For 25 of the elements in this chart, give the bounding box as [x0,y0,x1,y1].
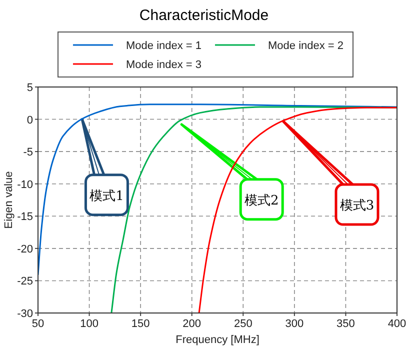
x-axis-title: Frequency [MHz] [176,334,260,346]
x-tick-label: 350 [336,318,355,330]
y-axis-title: Eigen value [3,171,15,229]
x-tick-label: 150 [131,318,150,330]
annotation: 模式2 [244,193,279,208]
chart-title: CharacteristicMode [139,7,269,24]
x-tick-label: 400 [388,318,406,330]
x-tick-label: 250 [234,318,252,330]
x-tick-label: 200 [182,318,202,330]
y-tick-label: -10 [17,178,33,191]
y-tick-label: -5 [23,146,33,159]
y-tick-label: -15 [17,211,33,224]
legend-label: Mode index = 2 [268,40,344,52]
y-tick-label: 5 [26,82,33,94]
legend-label: Mode index = 3 [126,59,202,71]
legend-label: Mode index = 1 [126,40,202,52]
x-tick-label: 300 [285,318,304,330]
y-tick-label: -30 [17,308,33,320]
y-tick-label: -25 [17,276,33,288]
y-tick-label: 0 [26,114,33,126]
annotation: 模式3 [340,198,374,214]
y-tick-label: -20 [17,243,33,256]
x-tick-label: 50 [32,318,44,330]
x-tick-label: 100 [80,318,98,330]
annotation: 模式1 [90,188,124,204]
